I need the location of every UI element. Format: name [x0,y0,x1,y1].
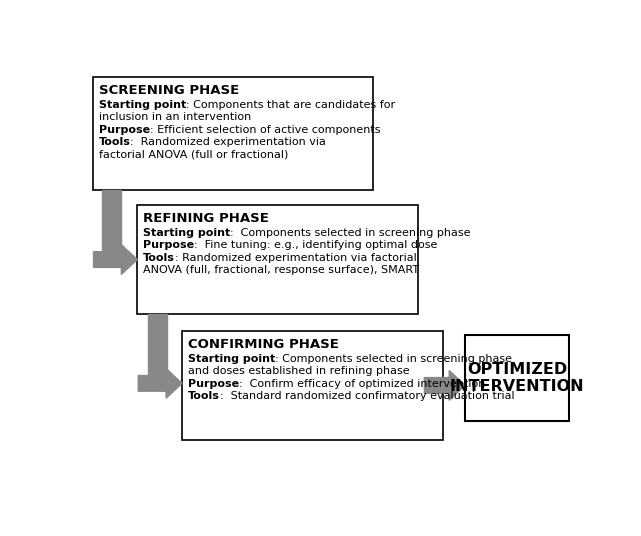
Text: : Components selected in screening phase: : Components selected in screening phase [275,354,512,364]
Text: :  Standard randomized confirmatory evaluation trial: : Standard randomized confirmatory evalu… [220,391,515,401]
Bar [465,334,569,421]
Text: inclusion in an intervention: inclusion in an intervention [99,113,251,122]
Text: :  Fine tuning: e.g., identifying optimal dose: : Fine tuning: e.g., identifying optimal… [194,240,438,250]
Text: SCREENING PHASE: SCREENING PHASE [99,84,238,97]
Text: : Randomized experimentation via factorial: : Randomized experimentation via factori… [175,252,417,263]
Text: factorial ANOVA (full or fractional): factorial ANOVA (full or fractional) [99,150,288,160]
Text: Tools: Tools [188,391,220,401]
Text: : Components that are candidates for: : Components that are candidates for [186,100,395,110]
Text: ANOVA (full, fractional, response surface), SMART: ANOVA (full, fractional, response surfac… [143,265,419,275]
Text: Tools: Tools [143,252,175,263]
Text: : Efficient selection of active components: : Efficient selection of active componen… [149,125,380,135]
Text: and doses established in refining phase: and doses established in refining phase [188,366,410,376]
Text: OPTIMIZED
INTERVENTION: OPTIMIZED INTERVENTION [450,362,585,394]
Text: Purpose: Purpose [99,125,149,135]
Text: Starting point: Starting point [99,100,186,110]
Text: Starting point: Starting point [188,354,275,364]
Text: Tools: Tools [99,137,130,147]
Text: :  Randomized experimentation via: : Randomized experimentation via [130,137,326,147]
Text: Purpose: Purpose [188,378,239,389]
Bar [102,190,121,259]
Bar [92,77,373,190]
Text: CONFIRMING PHASE: CONFIRMING PHASE [188,338,339,351]
Polygon shape [424,370,465,400]
Bar [137,205,418,314]
Polygon shape [94,244,137,274]
Text: Starting point: Starting point [143,228,231,238]
Text: Purpose: Purpose [143,240,194,250]
Text: REFINING PHASE: REFINING PHASE [143,212,269,225]
Bar [182,331,443,440]
Text: :  Components selected in screening phase: : Components selected in screening phase [231,228,471,238]
Polygon shape [138,368,182,398]
Bar [147,314,167,383]
Text: :  Confirm efficacy of optimized intervention: : Confirm efficacy of optimized interven… [239,378,485,389]
